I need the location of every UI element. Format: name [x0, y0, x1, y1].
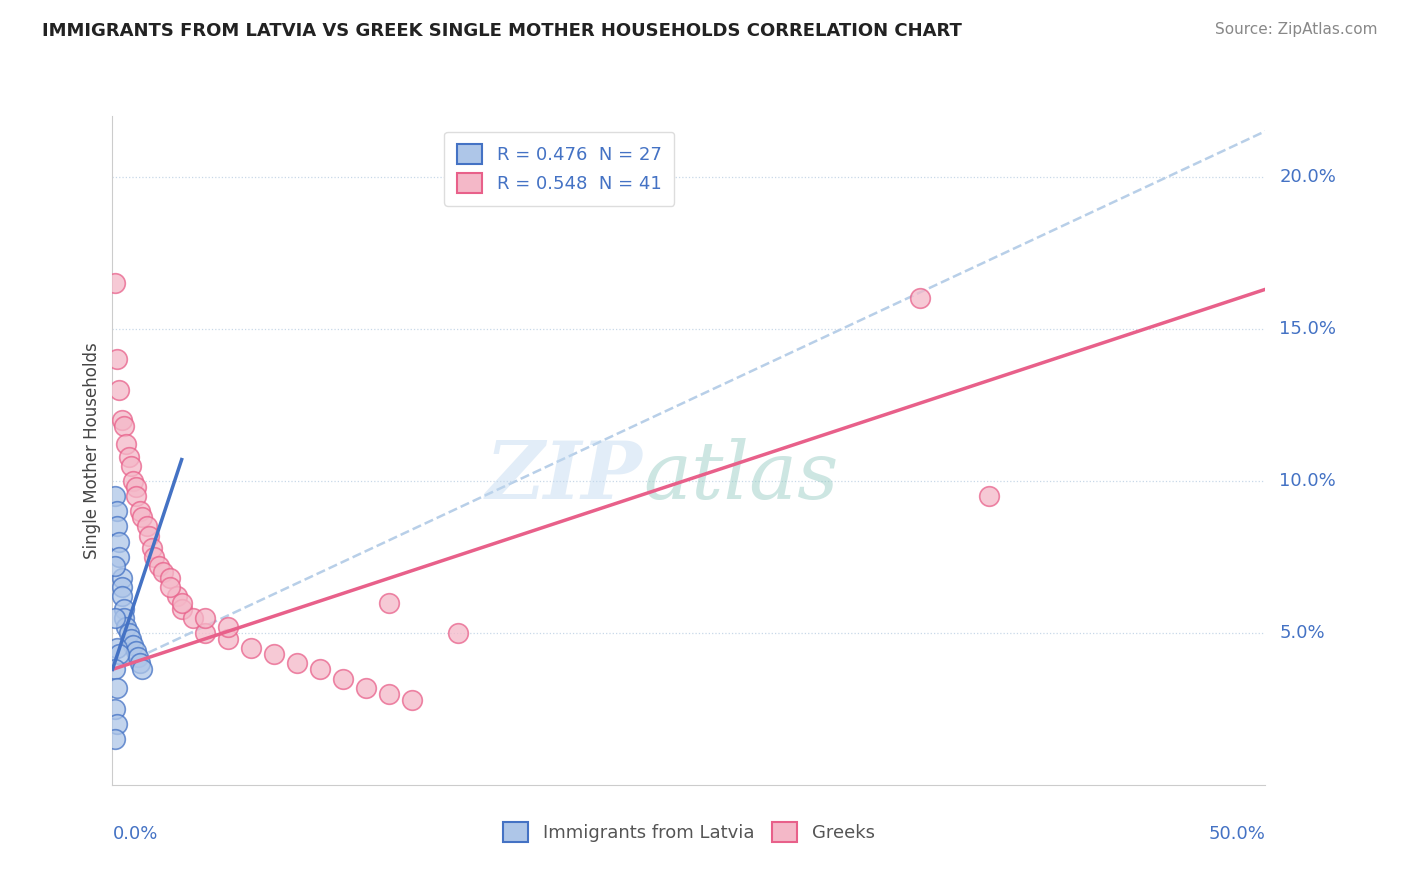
Point: [104, 276, 127, 290]
Point: [181, 611, 204, 625]
Point: [378, 687, 401, 701]
Point: [115, 620, 138, 634]
Point: [127, 650, 149, 665]
Point: [447, 626, 470, 640]
Point: [285, 657, 308, 671]
Text: 20.0%: 20.0%: [1279, 168, 1336, 186]
Point: [239, 641, 262, 656]
Point: [108, 647, 131, 661]
Point: [108, 534, 131, 549]
Point: [104, 559, 127, 574]
Point: [159, 571, 181, 585]
Point: [378, 595, 401, 609]
Point: [354, 681, 377, 695]
Point: [124, 489, 146, 503]
Point: [104, 732, 127, 747]
Point: [152, 565, 174, 579]
Point: [401, 693, 423, 707]
Point: [136, 519, 159, 533]
Text: 0.0%: 0.0%: [112, 825, 157, 843]
Point: [120, 632, 142, 646]
Point: [104, 611, 127, 625]
Point: [117, 450, 139, 464]
Point: [115, 437, 138, 451]
Text: 10.0%: 10.0%: [1279, 472, 1336, 490]
Point: [194, 626, 217, 640]
Point: [105, 641, 128, 656]
Point: [108, 549, 131, 564]
Point: [908, 292, 931, 306]
Point: [111, 413, 134, 427]
Point: [122, 474, 145, 488]
Point: [194, 611, 217, 625]
Point: [217, 620, 239, 634]
Text: 50.0%: 50.0%: [1209, 825, 1265, 843]
Y-axis label: Single Mother Households: Single Mother Households: [83, 343, 101, 558]
Point: [124, 480, 146, 494]
Point: [105, 504, 128, 518]
Point: [138, 528, 160, 542]
Point: [141, 541, 163, 555]
Text: Source: ZipAtlas.com: Source: ZipAtlas.com: [1215, 22, 1378, 37]
Text: atlas: atlas: [643, 439, 838, 516]
Point: [124, 644, 146, 658]
Legend: Immigrants from Latvia, Greeks: Immigrants from Latvia, Greeks: [496, 815, 882, 849]
Text: IMMIGRANTS FROM LATVIA VS GREEK SINGLE MOTHER HOUSEHOLDS CORRELATION CHART: IMMIGRANTS FROM LATVIA VS GREEK SINGLE M…: [42, 22, 962, 40]
Point: [166, 590, 188, 604]
Point: [117, 626, 139, 640]
Point: [105, 717, 128, 731]
Point: [112, 419, 135, 434]
Point: [105, 681, 128, 695]
Point: [170, 601, 193, 615]
Point: [129, 657, 152, 671]
Point: [111, 590, 134, 604]
Point: [170, 595, 193, 609]
Text: ZIP: ZIP: [486, 439, 643, 516]
Point: [105, 519, 128, 533]
Point: [217, 632, 239, 646]
Point: [148, 559, 170, 574]
Point: [111, 571, 134, 585]
Point: [309, 662, 332, 676]
Text: 5.0%: 5.0%: [1279, 624, 1324, 642]
Point: [159, 580, 181, 594]
Point: [111, 580, 134, 594]
Text: 15.0%: 15.0%: [1279, 320, 1336, 338]
Point: [977, 489, 1000, 503]
Point: [120, 458, 142, 473]
Point: [263, 647, 285, 661]
Point: [131, 662, 153, 676]
Point: [122, 638, 145, 652]
Point: [104, 662, 127, 676]
Point: [104, 489, 127, 503]
Point: [131, 510, 153, 524]
Point: [332, 672, 354, 686]
Point: [129, 504, 152, 518]
Point: [112, 611, 135, 625]
Point: [143, 549, 166, 564]
Point: [105, 352, 128, 367]
Point: [104, 702, 127, 716]
Point: [108, 383, 131, 397]
Point: [112, 601, 135, 615]
